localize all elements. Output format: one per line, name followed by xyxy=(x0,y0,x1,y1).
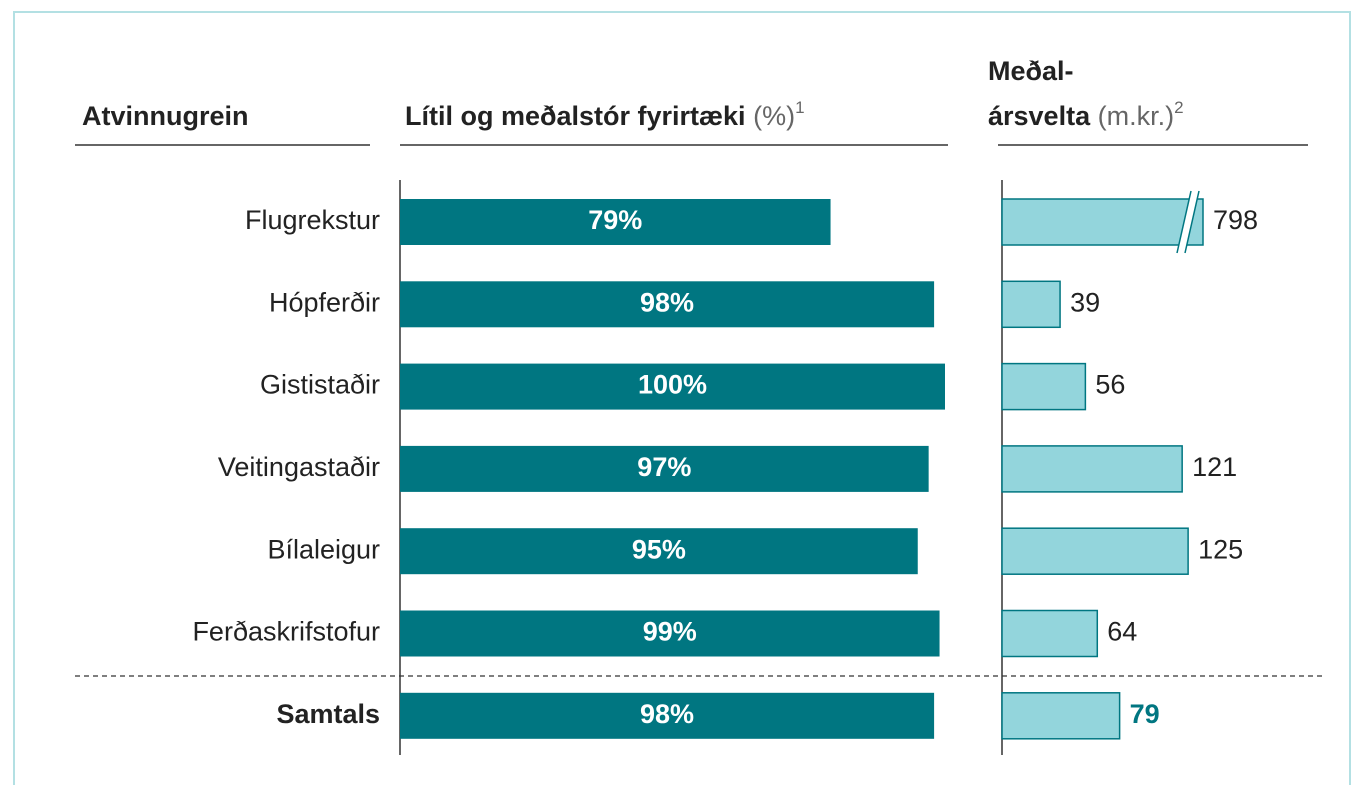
value-label: 125 xyxy=(1198,534,1243,564)
bar xyxy=(400,692,935,739)
title: Lítil og meðalstór fyrirtæki xyxy=(405,101,746,131)
value-label: 98% xyxy=(640,699,694,729)
axis-break xyxy=(1177,191,1199,253)
bar xyxy=(1001,198,1204,246)
value-label: 97% xyxy=(637,452,691,482)
bar xyxy=(1001,609,1099,658)
bar xyxy=(1001,692,1121,740)
bar xyxy=(1001,280,1061,329)
unit: (%) xyxy=(753,101,795,131)
note: 1 xyxy=(795,98,804,117)
category-label: Samtals xyxy=(276,699,380,729)
value-label: 79 xyxy=(1130,699,1160,729)
category-header: Atvinnugrein xyxy=(82,101,249,131)
axis-break xyxy=(1184,190,1200,254)
bar xyxy=(400,528,918,575)
category-label: Flugrekstur xyxy=(245,205,380,235)
axis-break xyxy=(1176,190,1192,254)
category-label: Hópferðir xyxy=(269,287,380,317)
value-label: 121 xyxy=(1192,452,1237,482)
value-label: 79% xyxy=(588,205,642,235)
chart-title: Lítil og meðalstór fyrirtæki (%)1 xyxy=(405,98,805,131)
unit: (m.kr.) xyxy=(1098,101,1174,131)
note: 2 xyxy=(1174,98,1183,117)
category-label: Gististaðir xyxy=(260,370,380,400)
bar xyxy=(1001,527,1189,575)
category-label: Bílaleigur xyxy=(267,534,380,564)
chart-title: Meðal- xyxy=(988,56,1074,86)
bar xyxy=(400,199,831,245)
category-label: Veitingastaðir xyxy=(218,452,380,482)
value-label: 98% xyxy=(640,287,694,317)
bar xyxy=(1001,445,1183,493)
value-label: 798 xyxy=(1213,205,1258,235)
value-label: 99% xyxy=(643,617,697,647)
bar xyxy=(400,445,929,492)
value-label: 56 xyxy=(1095,370,1125,400)
bar xyxy=(400,363,945,410)
chart-title: ársvelta (m.kr.)2 xyxy=(988,98,1184,131)
bar xyxy=(400,281,935,328)
value-label: 95% xyxy=(632,534,686,564)
title: ársvelta xyxy=(988,101,1091,131)
bar xyxy=(1001,362,1087,411)
value-label: 64 xyxy=(1107,617,1137,647)
value-label: 39 xyxy=(1070,287,1100,317)
frame xyxy=(13,11,1351,785)
bar xyxy=(400,610,940,657)
category-label: Ferðaskrifstofur xyxy=(192,617,380,647)
value-label: 100% xyxy=(638,370,707,400)
